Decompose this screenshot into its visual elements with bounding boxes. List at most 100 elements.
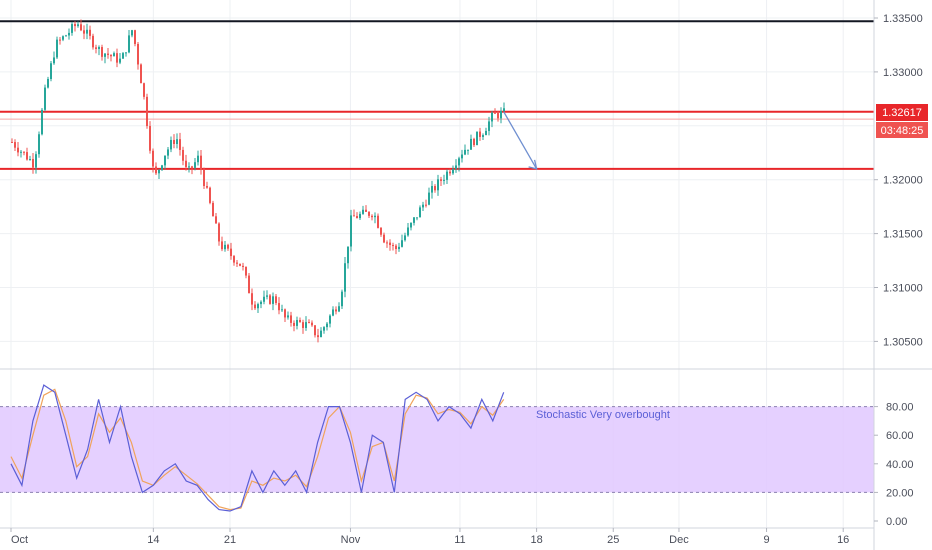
projection-arrow[interactable]	[503, 111, 538, 170]
stochastic-tick-label: 40.00	[886, 459, 914, 471]
candle-body	[302, 322, 304, 328]
candle-body	[98, 47, 100, 49]
candle-body	[263, 296, 265, 302]
candle-body	[428, 192, 430, 205]
price-axis[interactable]: 1.33500 1.33000 1.32000 1.31500 1.31000 1.305…	[874, 13, 923, 348]
candle-body	[470, 138, 472, 150]
candle-body	[476, 131, 478, 146]
stochastic-band	[0, 406, 874, 493]
candle-body	[95, 47, 97, 49]
candle-body	[335, 309, 337, 312]
candle-body	[488, 121, 490, 131]
time-tick-label: Nov	[341, 534, 361, 546]
candle-body	[275, 296, 277, 304]
candle-body	[248, 275, 250, 294]
candle-body	[26, 152, 28, 160]
annotation-text[interactable]: Stochastic Very overbought	[536, 409, 670, 421]
candle-body	[71, 24, 73, 33]
price-tick-label: 1.33000	[883, 67, 923, 79]
candle-body	[140, 64, 142, 84]
time-axis[interactable]: Oct 14 21 Nov 11 18 25 Dec 9 16	[10, 528, 849, 546]
candle-body	[446, 171, 448, 180]
candle-body	[491, 112, 493, 122]
candle-body	[326, 323, 328, 328]
candle-body	[347, 246, 349, 264]
candle-body	[107, 53, 109, 55]
candle-body	[185, 160, 187, 168]
level-lines[interactable]	[0, 20, 874, 170]
candle-body	[383, 234, 385, 243]
candle-body	[62, 36, 64, 40]
candle-body	[365, 209, 367, 212]
candle-body	[479, 131, 481, 137]
candle-body	[431, 186, 433, 193]
candle-body	[245, 266, 247, 276]
candle-body	[410, 222, 412, 228]
candle-body	[101, 47, 103, 57]
candle-body	[413, 217, 415, 223]
candle-body	[167, 149, 169, 156]
candle-body	[53, 57, 55, 64]
candle-body	[11, 141, 13, 143]
candle-body	[299, 319, 301, 323]
candle-body	[17, 147, 19, 153]
candle-body	[467, 149, 469, 151]
candle-body	[122, 53, 124, 59]
candle-body	[317, 335, 319, 338]
candle-body	[266, 295, 268, 297]
candle-body	[374, 215, 376, 218]
time-tick-label: 11	[454, 534, 465, 546]
candle-body	[164, 155, 166, 166]
candle-body	[485, 130, 487, 136]
candle-body	[155, 166, 157, 174]
candle-body	[359, 213, 361, 219]
candle-body	[77, 24, 79, 27]
candle-body	[407, 227, 409, 236]
candle-body	[290, 315, 292, 323]
candle-body	[149, 126, 151, 151]
time-tick-label: 9	[763, 534, 769, 546]
stochastic-tick-label: 20.00	[886, 487, 914, 499]
candle-body	[389, 242, 391, 246]
candle-body	[113, 53, 115, 57]
price-tick-label: 1.30500	[883, 336, 923, 348]
candle-body	[416, 217, 418, 219]
candle-body	[80, 24, 82, 31]
candle-body	[251, 293, 253, 305]
candle-body	[419, 207, 421, 218]
candle-body	[482, 135, 484, 137]
time-tick-label: 16	[837, 534, 849, 546]
candle-body	[287, 315, 289, 318]
candle-body	[341, 291, 343, 307]
candle-body	[176, 139, 178, 144]
candle-body	[38, 134, 40, 155]
candle-body	[134, 30, 136, 44]
stochastic-tick-label: 60.00	[886, 430, 914, 442]
candle-body	[284, 309, 286, 318]
price-tick-label: 1.32000	[883, 175, 923, 187]
stochastic-k-line	[10, 384, 505, 512]
candle-body	[209, 187, 211, 203]
candle-body	[224, 244, 226, 250]
candle-body	[203, 169, 205, 187]
candle-body	[212, 202, 214, 217]
stochastic-axis[interactable]: 80.00 60.00 40.00 20.00 0.00	[874, 402, 914, 528]
candle-body	[182, 149, 184, 161]
candle-body	[56, 39, 58, 58]
candle-body	[128, 35, 130, 53]
candle-body	[398, 246, 400, 250]
candle-body	[257, 304, 259, 309]
candle-body	[152, 150, 154, 167]
candle-body	[392, 245, 394, 247]
candle-body	[119, 58, 121, 63]
time-tick-label: 14	[147, 534, 159, 546]
candle-body	[377, 215, 379, 228]
stochastic-tick-label: 0.00	[886, 516, 907, 528]
candle-body	[353, 215, 355, 217]
candle-body	[437, 179, 439, 191]
candle-body	[227, 244, 229, 249]
candle-body	[461, 154, 463, 159]
candle-body	[314, 325, 316, 336]
current-price-badge	[876, 104, 928, 121]
